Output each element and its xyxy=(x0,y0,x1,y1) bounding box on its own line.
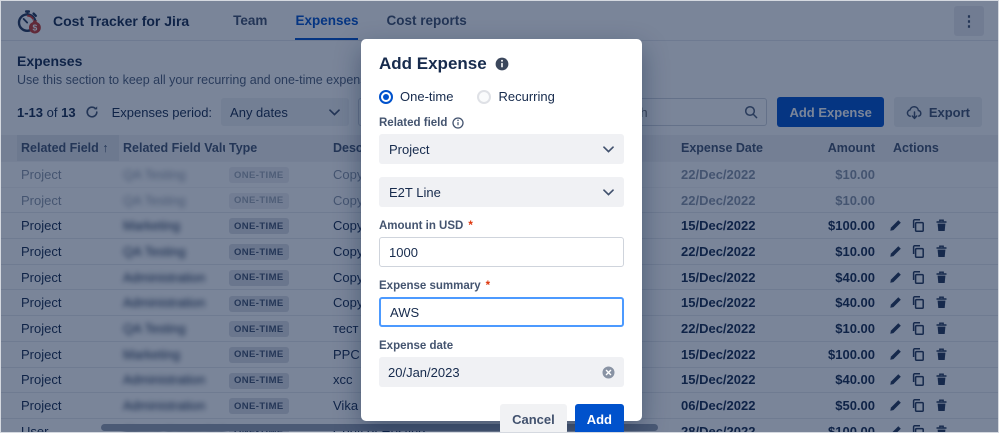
expense-date-field[interactable]: 20/Jan/2023 xyxy=(379,357,624,387)
amount-label-row: Amount in USD * xyxy=(379,220,624,232)
required-asterisk: * xyxy=(485,280,491,292)
radio-one-time-label: One-time xyxy=(400,89,454,104)
radio-recurring[interactable]: Recurring xyxy=(477,89,555,104)
summary-input[interactable] xyxy=(379,297,624,327)
modal-title: Add Expense xyxy=(379,54,487,73)
modal-title-row: Add Expense xyxy=(379,54,624,74)
expense-date-value: 20/Jan/2023 xyxy=(388,364,460,380)
expense-date-label: Expense date xyxy=(379,340,454,352)
related-field-label-row: Related field xyxy=(379,117,624,129)
info-outline-icon[interactable] xyxy=(452,117,465,129)
modal-actions: Cancel Add xyxy=(379,404,624,432)
summary-label: Expense summary xyxy=(379,280,481,292)
amount-input[interactable] xyxy=(379,237,624,267)
related-field-select-value: Project xyxy=(389,141,430,157)
info-filled-icon[interactable] xyxy=(495,57,509,71)
cancel-button[interactable]: Cancel xyxy=(500,404,567,432)
radio-selected-icon xyxy=(379,89,393,104)
expense-date-label-row: Expense date xyxy=(379,340,624,352)
related-value-select-value: E2T Line xyxy=(389,184,441,200)
related-field-label: Related field xyxy=(379,117,448,129)
related-field-select[interactable]: Project xyxy=(379,134,624,164)
expense-type-radio-group: One-time Recurring xyxy=(379,89,624,104)
add-expense-modal: Add Expense One-time Recurring Related f… xyxy=(361,39,642,432)
radio-one-time[interactable]: One-time xyxy=(379,89,453,104)
chevron-down-icon xyxy=(603,188,614,196)
add-button[interactable]: Add xyxy=(574,404,624,432)
radio-recurring-label: Recurring xyxy=(498,89,555,104)
chevron-down-icon xyxy=(603,145,614,153)
amount-label: Amount in USD xyxy=(379,220,464,232)
radio-unselected-icon xyxy=(477,89,492,104)
required-asterisk: * xyxy=(468,220,473,232)
clear-icon[interactable] xyxy=(602,366,615,379)
related-value-select[interactable]: E2T Line xyxy=(379,177,624,207)
summary-label-row: Expense summary * xyxy=(379,280,624,292)
